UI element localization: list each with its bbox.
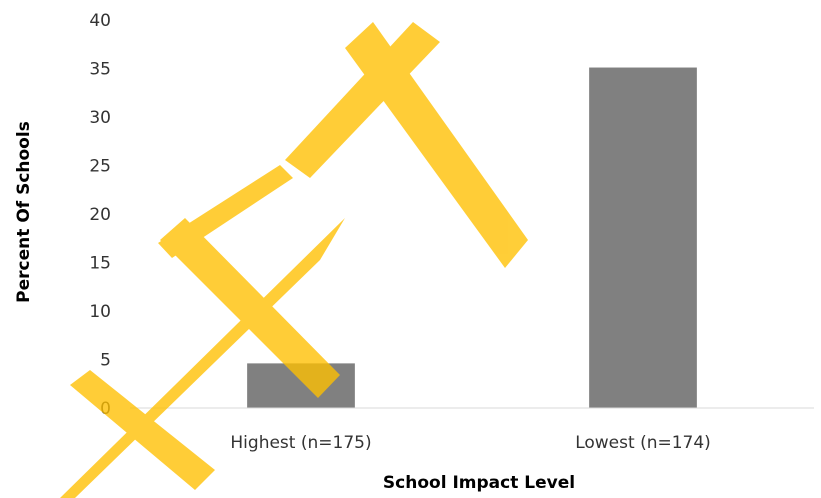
bar <box>589 67 697 408</box>
y-axis-ticks: 0510152025303540 <box>89 11 111 419</box>
watermark-stroke <box>285 22 440 178</box>
y-tick-label: 30 <box>89 108 111 128</box>
x-category-label: Lowest (n=174) <box>575 433 711 453</box>
y-tick-label: 35 <box>89 60 111 80</box>
watermark-stroke <box>158 165 293 258</box>
y-axis-title: Percent Of Schools <box>14 121 34 303</box>
draft-watermark <box>0 22 528 498</box>
x-axis-title: School Impact Level <box>383 473 575 493</box>
bars <box>247 67 697 408</box>
x-category-label: Highest (n=175) <box>230 433 371 453</box>
y-tick-label: 5 <box>100 351 111 371</box>
y-tick-label: 20 <box>89 205 111 225</box>
watermark-stroke <box>160 218 340 398</box>
y-tick-label: 15 <box>89 254 111 274</box>
x-axis-categories: Highest (n=175) Lowest (n=174) <box>230 433 710 453</box>
watermark-stroke <box>345 22 528 268</box>
y-tick-label: 40 <box>89 11 111 31</box>
y-tick-label: 10 <box>89 302 111 322</box>
watermark-stroke <box>70 370 215 490</box>
y-tick-label: 25 <box>89 157 111 177</box>
